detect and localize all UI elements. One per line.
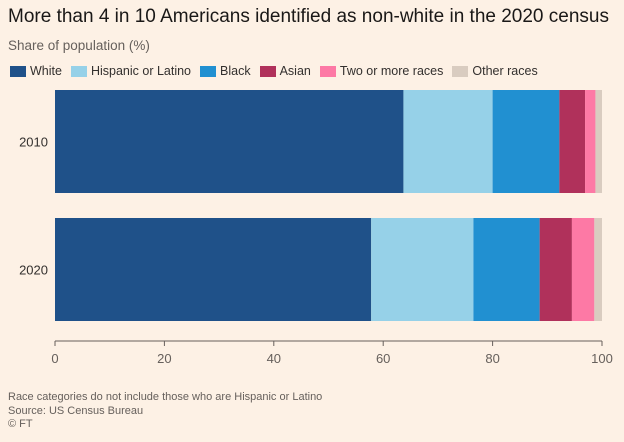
chart-subtitle: Share of population (%) — [8, 38, 150, 53]
bar-segment-2020-asian — [539, 218, 572, 321]
x-tick-label-100: 100 — [591, 351, 613, 366]
footer-note: Race categories do not include those who… — [8, 391, 323, 403]
bar-segment-2010-two-or-more-races — [585, 90, 596, 193]
legend-label-asian: Asian — [279, 64, 311, 78]
footer-credit: © FT — [8, 418, 33, 430]
legend-swatch-white — [10, 65, 26, 77]
legend-label-black: Black — [220, 64, 251, 78]
bar-segment-2010-white — [55, 90, 404, 193]
bar-segment-2010-other-races — [595, 90, 602, 193]
legend-label-white: White — [30, 64, 62, 78]
legend-swatch-hispanic — [70, 65, 87, 77]
x-tick-label-80: 80 — [485, 351, 499, 366]
bar-segment-2020-hispanic-or-latino — [371, 218, 474, 321]
stacked-bar-chart: 2010 2020 0 20 40 60 80 100 — [19, 90, 613, 366]
bar-segment-2020-two-or-more-races — [571, 218, 595, 321]
legend-item-hispanic: Hispanic or Latino — [70, 64, 192, 78]
x-tick-label-20: 20 — [157, 351, 171, 366]
legend-item-two-or-more: Two or more races — [319, 64, 444, 78]
legend-swatch-asian — [259, 65, 276, 77]
legend: White Hispanic or Latino Black Asian Two… — [10, 64, 547, 78]
category-label-2020: 2020 — [19, 263, 48, 278]
legend-item-white: White — [10, 64, 62, 78]
bar-segment-2010-hispanic-or-latino — [403, 90, 493, 193]
legend-swatch-two-or-more — [319, 65, 336, 77]
category-label-2010: 2010 — [19, 135, 48, 150]
x-tick-label-40: 40 — [267, 351, 281, 366]
legend-swatch-black — [200, 65, 217, 77]
footer-source: Source: US Census Bureau — [8, 404, 144, 417]
bar-segment-2010-asian — [559, 90, 586, 193]
legend-label-hispanic: Hispanic or Latino — [90, 64, 192, 78]
x-tick-label-0: 0 — [51, 351, 58, 366]
legend-label-other: Other races — [472, 64, 538, 78]
bar-segment-2020-white — [55, 218, 372, 321]
legend-item-asian: Asian — [259, 64, 311, 78]
bar-segment-2020-black — [473, 218, 540, 321]
legend-label-two-or-more: Two or more races — [339, 64, 444, 78]
footer: Race categories do not include those who… — [8, 391, 322, 432]
chart-title: More than 4 in 10 Americans identified a… — [8, 6, 609, 27]
bar-segment-2010-black — [492, 90, 560, 193]
legend-swatch-other — [452, 65, 469, 77]
bar-segment-2020-other-races — [594, 218, 602, 321]
legend-item-black: Black — [200, 64, 251, 78]
legend-item-other: Other races — [452, 64, 538, 78]
x-tick-label-60: 60 — [376, 351, 390, 366]
